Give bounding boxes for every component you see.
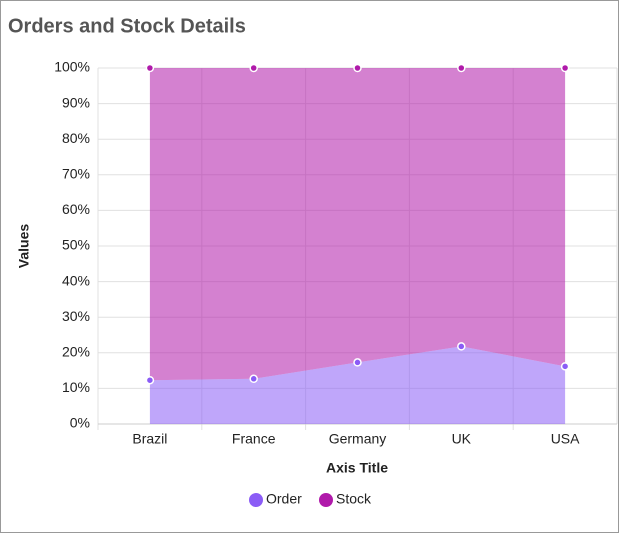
x-tick-label: UK [452,431,472,447]
x-tick-label: USA [551,431,580,447]
marker [353,63,362,73]
legend-swatch [249,493,263,507]
marker [560,63,570,73]
x-tick-label: Brazil [132,431,167,447]
y-tick-label: 90% [62,94,90,110]
marker [249,63,258,73]
legend-swatch [319,493,333,507]
chart-title: Orders and Stock Details [8,15,246,37]
y-tick-label: 40% [62,272,90,288]
y-tick-label: 60% [62,201,90,217]
y-tick-label: 100% [54,59,90,75]
legend-label: Stock [336,491,372,507]
y-tick-label: 10% [62,379,90,395]
x-tick-label: Germany [329,431,387,447]
marker [145,63,155,73]
marker [457,342,466,351]
marker [249,374,258,384]
y-tick-label: 30% [62,308,90,324]
y-tick-label: 70% [62,166,90,182]
area [149,68,566,381]
y-tick-label: 0% [70,415,90,431]
marker [145,375,155,385]
y-tick-label: 80% [62,130,90,146]
marker [353,358,362,367]
y-tick-label: 50% [62,237,90,253]
marker [560,362,570,371]
marker [457,63,466,73]
y-tick-label: 20% [62,344,90,360]
y-axis-title: Values [16,224,32,269]
x-tick-label: France [232,431,276,447]
x-axis-title: Axis Title [326,460,388,476]
legend-label: Order [266,491,302,507]
area [149,346,566,424]
